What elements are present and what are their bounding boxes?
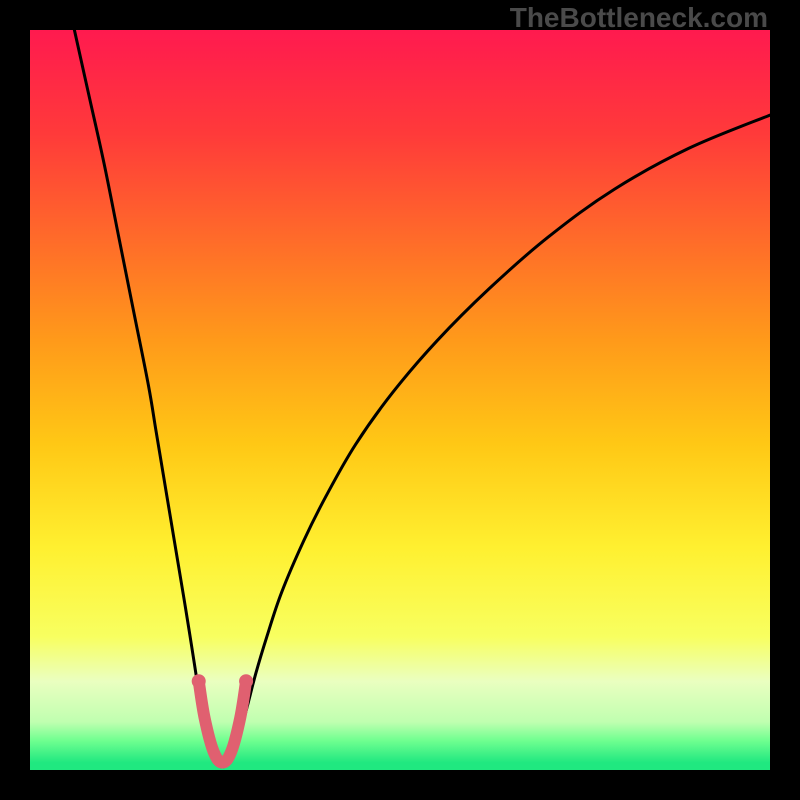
marker-dot-left [192,674,206,688]
optimal-range-marker [199,681,246,762]
marker-dot-right [239,674,253,688]
curve-layer [0,0,800,800]
bottleneck-curve [74,30,770,767]
chart-frame: TheBottleneck.com [0,0,800,800]
